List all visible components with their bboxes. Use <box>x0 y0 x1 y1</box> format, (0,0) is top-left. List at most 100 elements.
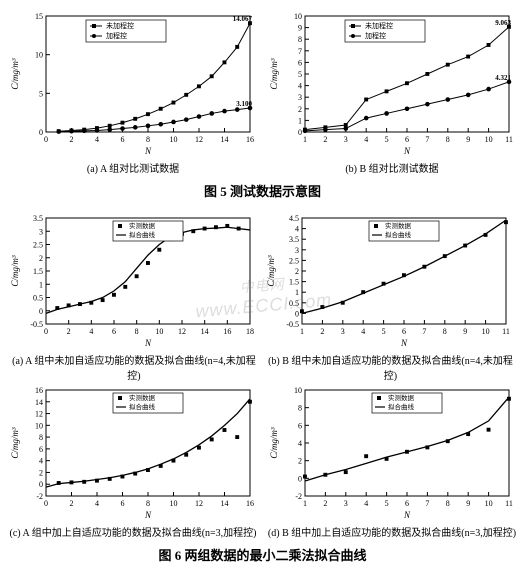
svg-text:12: 12 <box>35 410 43 419</box>
svg-text:2: 2 <box>298 457 302 466</box>
svg-text:6: 6 <box>298 58 302 67</box>
svg-text:8: 8 <box>146 135 150 144</box>
svg-text:3: 3 <box>295 246 299 255</box>
svg-text:C/mg/m³: C/mg/m³ <box>10 427 20 459</box>
svg-text:3.5: 3.5 <box>289 235 299 244</box>
svg-text:4: 4 <box>39 457 43 466</box>
svg-text:7: 7 <box>425 499 429 508</box>
svg-text:0.5: 0.5 <box>289 299 299 308</box>
svg-text:6: 6 <box>121 499 125 508</box>
svg-text:5: 5 <box>382 327 386 336</box>
svg-text:2: 2 <box>298 105 302 114</box>
svg-text:6: 6 <box>121 135 125 144</box>
svg-text:14: 14 <box>201 327 209 336</box>
svg-text:5: 5 <box>39 89 43 98</box>
svg-text:5: 5 <box>298 70 302 79</box>
svg-text:4: 4 <box>95 499 99 508</box>
svg-text:5: 5 <box>385 135 389 144</box>
svg-text:未加程控: 未加程控 <box>365 21 393 30</box>
svg-text:2: 2 <box>39 254 43 263</box>
svg-text:C/mg/m³: C/mg/m³ <box>10 58 20 90</box>
svg-text:-0.5: -0.5 <box>286 320 299 329</box>
svg-text:10: 10 <box>35 51 43 60</box>
fig6-panel-b: 1234567891011-0.500.511.522.533.544.5NC/… <box>264 210 517 382</box>
svg-text:0.5: 0.5 <box>33 294 43 303</box>
svg-text:4: 4 <box>295 225 299 234</box>
svg-text:15: 15 <box>35 12 43 21</box>
svg-text:4: 4 <box>298 82 302 91</box>
svg-text:1: 1 <box>298 116 302 125</box>
fig6-panel-a: 024681012141618-0.500.511.522.533.5NC/mg… <box>8 210 260 382</box>
svg-text:1: 1 <box>303 135 307 144</box>
fig6c-caption: (c) A 组中加上自适应功能的数据及拟合曲线(n=3,加程控) <box>8 524 258 539</box>
svg-text:拟合曲线: 拟合曲线 <box>388 402 415 411</box>
svg-text:1: 1 <box>300 327 304 336</box>
svg-text:0: 0 <box>298 474 302 483</box>
svg-text:2.5: 2.5 <box>33 241 43 250</box>
svg-text:0: 0 <box>39 480 43 489</box>
svg-text:N: N <box>144 338 152 348</box>
svg-text:N: N <box>144 146 152 156</box>
svg-text:3: 3 <box>298 93 302 102</box>
svg-text:4: 4 <box>89 327 93 336</box>
svg-text:拟合曲线: 拟合曲线 <box>385 230 412 239</box>
svg-text:4.321: 4.321 <box>495 74 511 82</box>
figure-6-row1: 024681012141618-0.500.511.522.533.5NC/mg… <box>8 210 517 382</box>
svg-text:0: 0 <box>39 128 43 137</box>
svg-text:0: 0 <box>44 499 48 508</box>
svg-text:6: 6 <box>405 499 409 508</box>
svg-text:3.100: 3.100 <box>236 100 252 108</box>
svg-text:12: 12 <box>195 135 203 144</box>
svg-text:6: 6 <box>298 421 302 430</box>
fig6-panel-c: 0246810121416-20246810121416NC/mg/m³实测数据… <box>8 382 258 539</box>
svg-text:C/mg/m³: C/mg/m³ <box>269 427 279 459</box>
svg-text:10: 10 <box>35 421 43 430</box>
svg-text:1: 1 <box>295 288 299 297</box>
svg-text:-2: -2 <box>36 492 43 501</box>
svg-text:2: 2 <box>70 499 74 508</box>
svg-text:10: 10 <box>485 135 493 144</box>
svg-text:2: 2 <box>39 468 43 477</box>
fig6d-caption: (d) B 组中加上自适应功能的数据及拟合曲线(n=3,加程控) <box>267 524 517 539</box>
svg-text:2.5: 2.5 <box>289 256 299 265</box>
svg-text:9: 9 <box>463 327 467 336</box>
svg-text:8: 8 <box>146 499 150 508</box>
svg-text:16: 16 <box>246 135 254 144</box>
svg-text:C/mg/m³: C/mg/m³ <box>10 255 20 287</box>
svg-text:-0.5: -0.5 <box>30 320 43 329</box>
svg-text:8: 8 <box>135 327 139 336</box>
svg-text:拟合曲线: 拟合曲线 <box>129 230 156 239</box>
svg-text:实测数据: 实测数据 <box>129 221 156 230</box>
svg-text:14.067: 14.067 <box>233 15 253 23</box>
svg-text:0: 0 <box>295 309 299 318</box>
svg-text:实测数据: 实测数据 <box>385 221 412 230</box>
svg-text:1: 1 <box>39 280 43 289</box>
svg-text:实测数据: 实测数据 <box>388 393 415 402</box>
svg-text:11: 11 <box>502 327 510 336</box>
svg-text:加程控: 加程控 <box>365 31 386 40</box>
svg-text:10: 10 <box>294 12 302 21</box>
svg-text:0: 0 <box>44 327 48 336</box>
svg-text:6: 6 <box>402 327 406 336</box>
svg-text:4.5: 4.5 <box>289 214 299 223</box>
svg-text:未加程控: 未加程控 <box>106 21 134 30</box>
svg-text:12: 12 <box>178 327 186 336</box>
svg-text:16: 16 <box>246 499 254 508</box>
svg-text:0: 0 <box>44 135 48 144</box>
svg-text:2: 2 <box>67 327 71 336</box>
svg-text:N: N <box>403 146 411 156</box>
svg-text:8: 8 <box>446 135 450 144</box>
svg-text:3.5: 3.5 <box>33 214 43 223</box>
fig6-panel-d: 1234567891011-20246810NC/mg/m³实测数据拟合曲线 (… <box>267 382 517 539</box>
svg-text:-2: -2 <box>295 492 302 501</box>
svg-text:8: 8 <box>298 35 302 44</box>
svg-text:10: 10 <box>170 499 178 508</box>
svg-text:1: 1 <box>303 499 307 508</box>
svg-text:2: 2 <box>295 267 299 276</box>
svg-text:12: 12 <box>195 499 203 508</box>
fig5-panel-a: 0246810121416051015NC/mg/m³14.0673.100未加… <box>8 8 258 175</box>
svg-text:14: 14 <box>221 499 229 508</box>
svg-text:1.5: 1.5 <box>33 267 43 276</box>
svg-text:16: 16 <box>223 327 231 336</box>
svg-text:N: N <box>403 510 411 520</box>
